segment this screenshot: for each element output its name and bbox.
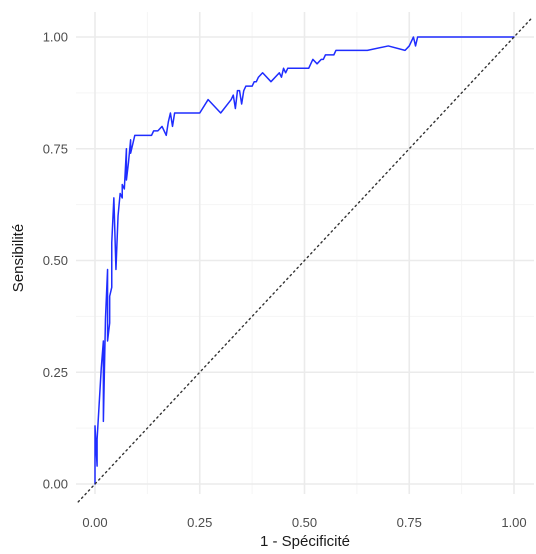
x-tick-label: 1.00 bbox=[501, 515, 526, 530]
y-tick-label: 0.75 bbox=[43, 141, 68, 156]
x-axis-title: 1 - Spécificité bbox=[260, 533, 350, 550]
y-tick-label: 0.50 bbox=[43, 253, 68, 268]
x-tick-label: 0.50 bbox=[292, 515, 317, 530]
y-tick-label: 1.00 bbox=[43, 30, 68, 45]
x-tick-labels: 0.00 0.25 0.50 0.75 1.00 bbox=[82, 515, 526, 530]
y-tick-labels: 0.00 0.25 0.50 0.75 1.00 bbox=[43, 30, 68, 492]
y-tick-label: 0.25 bbox=[43, 365, 68, 380]
x-tick-label: 0.75 bbox=[397, 515, 422, 530]
x-tick-label: 0.00 bbox=[82, 515, 107, 530]
major-gridlines bbox=[76, 12, 534, 494]
reference-diagonal-line bbox=[77, 18, 532, 503]
series-layer bbox=[77, 18, 532, 503]
y-tick-label: 0.00 bbox=[43, 477, 68, 492]
y-axis-title: Sensibilité bbox=[10, 224, 27, 292]
roc-curve-line bbox=[94, 36, 515, 485]
x-tick-label: 0.25 bbox=[187, 515, 212, 530]
